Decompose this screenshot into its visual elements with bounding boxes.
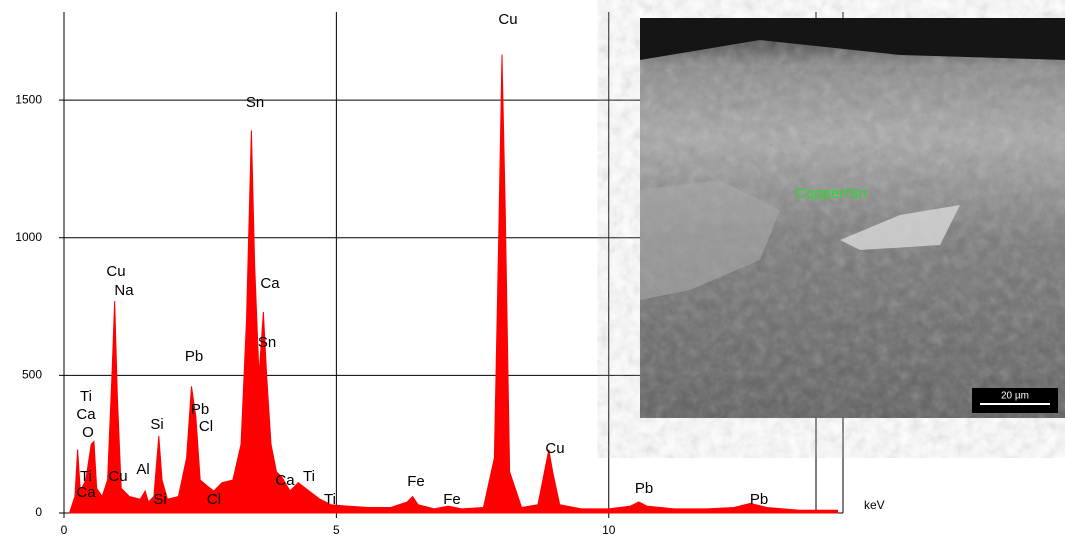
sem-region — [840, 205, 960, 250]
peak-label: Ca — [76, 406, 96, 423]
spectrum — [68, 54, 839, 514]
x-tick-label: 10 — [602, 523, 616, 537]
peak-label: Al — [136, 461, 149, 478]
peak-label: Cu — [545, 440, 564, 457]
x-tick-label: 5 — [333, 523, 340, 537]
x-unit: keV — [864, 498, 885, 512]
peak-label: Si — [153, 491, 166, 508]
peak-label: Pb — [191, 401, 209, 418]
peak-label: Fe — [443, 491, 461, 508]
y-tick-label: 500 — [22, 368, 42, 382]
peak-label: Ti — [80, 388, 92, 405]
sem-region — [640, 180, 780, 300]
inset-label: Copper/Sn — [795, 185, 867, 202]
peak-label: Sn — [246, 94, 264, 111]
y-tick-label: 1500 — [15, 92, 42, 106]
peak-label: Ti — [80, 468, 92, 485]
y-tick-label: 0 — [35, 505, 42, 519]
peak-label: Cl — [199, 418, 213, 435]
peak-label: Ca — [275, 472, 295, 489]
y-tick-label: 1000 — [15, 230, 42, 244]
peak-label: Pb — [185, 348, 203, 365]
peak-label: Si — [150, 416, 163, 433]
peak-label: O — [82, 424, 94, 441]
peak-label: Ti — [303, 468, 315, 485]
peak-label: Sn — [258, 334, 276, 351]
scale-bar-box — [972, 388, 1058, 413]
peak-label: Na — [114, 282, 134, 299]
peak-label: Fe — [407, 473, 425, 490]
x-tick-label: 0 — [61, 523, 68, 537]
peak-label: Cu — [498, 11, 517, 28]
peak-label: Cu — [108, 468, 127, 485]
scale-bar-label: 20 µm — [1001, 391, 1029, 402]
peak-label: Ca — [76, 484, 96, 501]
peak-label: Pb — [750, 491, 768, 508]
peak-label: Cu — [106, 263, 125, 280]
peak-label: Cl — [207, 491, 221, 508]
peak-label: Ca — [260, 275, 280, 292]
sem-image: Copper/Sn 20 µm — [640, 18, 1065, 418]
sem-dark — [640, 18, 1065, 60]
peak-label: Pb — [635, 480, 653, 497]
peak-label: Ti — [324, 491, 336, 508]
